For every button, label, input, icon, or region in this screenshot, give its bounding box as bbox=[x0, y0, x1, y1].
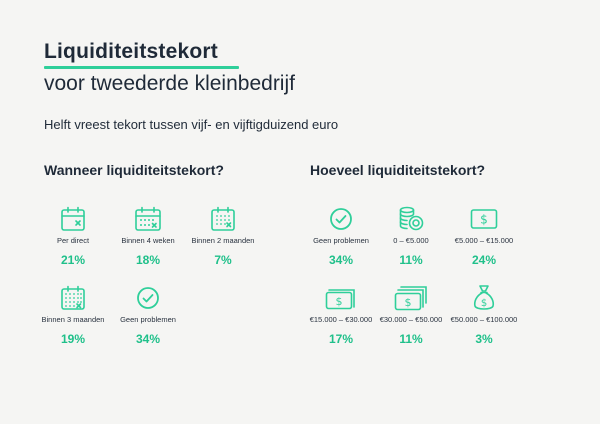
stat-item-2-months: Binnen 2 maanden 7% bbox=[183, 205, 263, 267]
calendar-week-icon bbox=[135, 206, 161, 231]
page-subtitle: voor tweederde kleinbedrijf bbox=[44, 72, 295, 95]
stat-label: €50.000 – €100.000 bbox=[450, 315, 518, 324]
stat-value: 17% bbox=[328, 332, 354, 346]
stat-item-50000-100000: $ €50.000 – €100.000 3% bbox=[444, 284, 524, 346]
banknotes-triple-icon: $ bbox=[394, 286, 427, 311]
money-bag-icon: $ bbox=[473, 285, 495, 310]
stat-item-5000-15000: $ €5.000 – €15.000 24% bbox=[444, 205, 524, 267]
stat-item-per-direct: Per direct 21% bbox=[33, 205, 113, 267]
stat-label: €15.000 – €30.000 bbox=[309, 315, 373, 324]
stat-label: Per direct bbox=[56, 236, 90, 245]
section-heading-when: Wanneer liquiditeitstekort? bbox=[44, 162, 224, 178]
page-tagline: Helft vreest tekort tussen vijf- en vijf… bbox=[44, 117, 339, 132]
stat-item-no-problems-amount: Geen problemen 34% bbox=[301, 205, 381, 267]
stat-value: 3% bbox=[475, 332, 493, 346]
stat-item-no-problems-when: Geen problemen 34% bbox=[108, 284, 188, 346]
stat-label: Binnen 4 weken bbox=[121, 236, 175, 245]
stat-value: 18% bbox=[135, 253, 161, 267]
stat-label: €5.000 – €15.000 bbox=[454, 236, 514, 245]
svg-text:$: $ bbox=[480, 213, 488, 227]
stat-item-3-months: Binnen 3 maanden 19% bbox=[33, 284, 113, 346]
stat-value: 11% bbox=[399, 253, 423, 267]
stat-value: 11% bbox=[399, 332, 423, 346]
stat-value: 7% bbox=[214, 253, 232, 267]
stat-label: Geen problemen bbox=[120, 315, 176, 324]
stat-label: €30.000 – €50.000 bbox=[379, 315, 443, 324]
check-circle-icon bbox=[137, 287, 159, 309]
stat-value: 19% bbox=[60, 332, 86, 346]
calendar-month-icon bbox=[211, 206, 235, 231]
stat-label: Binnen 3 maanden bbox=[41, 315, 105, 324]
banknotes-double-icon: $ bbox=[325, 289, 355, 310]
stat-item-0-5000: 0 – €5.000 11% bbox=[371, 205, 451, 267]
stat-item-4-weeks: Binnen 4 weken 18% bbox=[108, 205, 188, 267]
page-title: Liquiditeitstekort bbox=[44, 40, 218, 63]
stat-item-30000-50000: $ €30.000 – €50.000 11% bbox=[371, 284, 451, 346]
stat-value: 24% bbox=[471, 253, 497, 267]
coins-icon bbox=[399, 206, 424, 231]
calendar-quarter-icon bbox=[61, 285, 85, 310]
stat-label: Geen problemen bbox=[313, 236, 369, 245]
section-heading-how-much: Hoeveel liquiditeitstekort? bbox=[310, 162, 486, 178]
title-underline bbox=[44, 66, 239, 69]
stat-value: 21% bbox=[60, 253, 86, 267]
stat-value: 34% bbox=[328, 253, 354, 267]
check-circle-icon bbox=[330, 208, 352, 230]
svg-text:$: $ bbox=[405, 296, 412, 309]
calendar-x-icon bbox=[61, 206, 85, 231]
stat-label: Binnen 2 maanden bbox=[191, 236, 255, 245]
banknote-icon: $ bbox=[470, 209, 498, 229]
svg-text:$: $ bbox=[336, 295, 343, 308]
svg-text:$: $ bbox=[481, 298, 487, 309]
stat-value: 34% bbox=[135, 332, 161, 346]
stat-label: 0 – €5.000 bbox=[393, 236, 429, 245]
stat-item-15000-30000: $ €15.000 – €30.000 17% bbox=[301, 284, 381, 346]
